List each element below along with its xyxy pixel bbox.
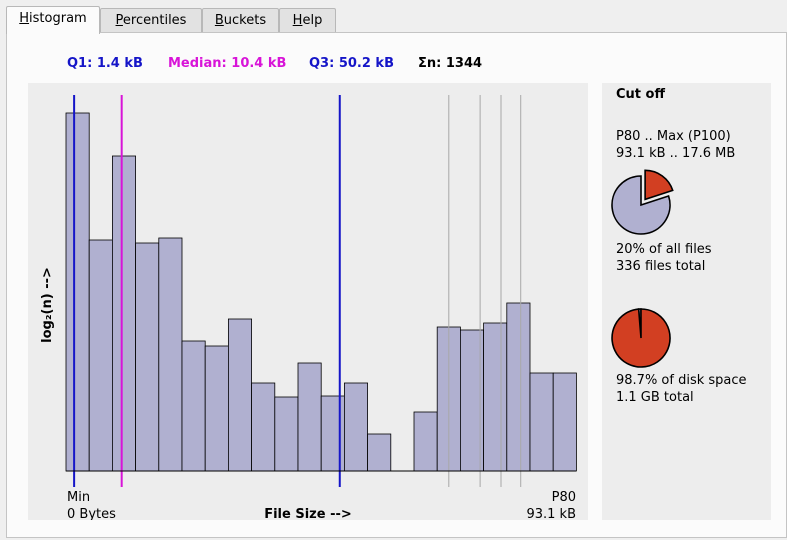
cutoff-title: Cut off: [616, 87, 665, 102]
histogram-bars: [65, 112, 577, 472]
tab-buckets-mnemonic: B: [214, 13, 224, 28]
files-pie-chart: [611, 169, 674, 235]
histogram-bar: [506, 302, 531, 472]
cutoff-range-value: 93.1 kB .. 17.6 MB: [616, 146, 736, 161]
quartile-markers: [73, 95, 341, 487]
disk-percent: 98.7% of disk space: [616, 373, 747, 388]
histogram-bar: [343, 382, 368, 472]
histogram-bar: [135, 242, 160, 472]
histogram-bar: [204, 345, 229, 472]
q3-stat: Q3: 50.2 kB: [309, 56, 394, 71]
histogram-bar: [88, 239, 113, 472]
tab-percentiles[interactable]: Percentiles: [100, 8, 202, 33]
tab-percentiles-mnemonic: P: [115, 13, 123, 28]
histogram-area: log₂(n) --> Min 0 Bytes File Size --> P8…: [28, 83, 588, 522]
disk-pie-cutoff-slice: [611, 308, 671, 368]
tab-buckets-label: uckets: [223, 13, 267, 28]
tab-percentiles-label: ercentiles: [122, 13, 187, 28]
tab-histogram-label: istogram: [29, 11, 87, 26]
histogram-bar: [227, 318, 252, 472]
histogram-bar: [529, 372, 554, 472]
x-max-value: 93.1 kB: [526, 507, 576, 520]
x-min-label: Min: [67, 490, 90, 505]
histogram-bar: [251, 382, 276, 472]
histogram-bar: [274, 396, 299, 472]
tab-help-label: elp: [302, 13, 323, 28]
tab-help-mnemonic: H: [292, 13, 303, 28]
tab-histogram-mnemonic: H: [19, 11, 30, 26]
y-axis-label: log₂(n) -->: [40, 267, 55, 343]
q1-stat: Q1: 1.4 kB: [67, 56, 143, 71]
histogram-bar: [181, 340, 206, 472]
percentile-lines: [448, 95, 522, 487]
histogram-bar: [367, 433, 392, 472]
files-pie-remainder: [611, 175, 671, 235]
median-stat: Median: 10.4 kB: [168, 56, 287, 71]
histogram-bar: [65, 112, 90, 472]
files-pie-cutoff-slice: [644, 169, 674, 201]
tab-buckets[interactable]: Buckets: [202, 8, 279, 33]
histogram-bar: [483, 322, 508, 472]
histogram-bar: [552, 372, 577, 472]
files-total: 336 files total: [616, 259, 706, 274]
histogram-bar: [158, 237, 183, 472]
file-count-stat: Σn: 1344: [418, 56, 483, 71]
x-axis-label: File Size -->: [264, 507, 352, 520]
files-percent: 20% of all files: [616, 242, 712, 257]
x-min-value: 0 Bytes: [67, 507, 116, 520]
cutoff-panel: Cut off P80 .. Max (P100) 93.1 kB .. 17.…: [602, 83, 771, 520]
histogram-chart: log₂(n) --> Min 0 Bytes File Size --> P8…: [40, 95, 577, 522]
disk-pie-chart: [611, 308, 671, 368]
tab-histogram[interactable]: Histogram: [6, 6, 100, 34]
tab-help[interactable]: Help: [279, 8, 336, 33]
disk-total: 1.1 GB total: [616, 390, 694, 405]
x-max-label: P80: [552, 490, 576, 505]
cutoff-range-label: P80 .. Max (P100): [616, 129, 731, 144]
histogram-bar: [320, 395, 345, 472]
histogram-bar: [112, 155, 137, 472]
histogram-bar: [297, 362, 322, 472]
histogram-bar: [413, 411, 438, 472]
